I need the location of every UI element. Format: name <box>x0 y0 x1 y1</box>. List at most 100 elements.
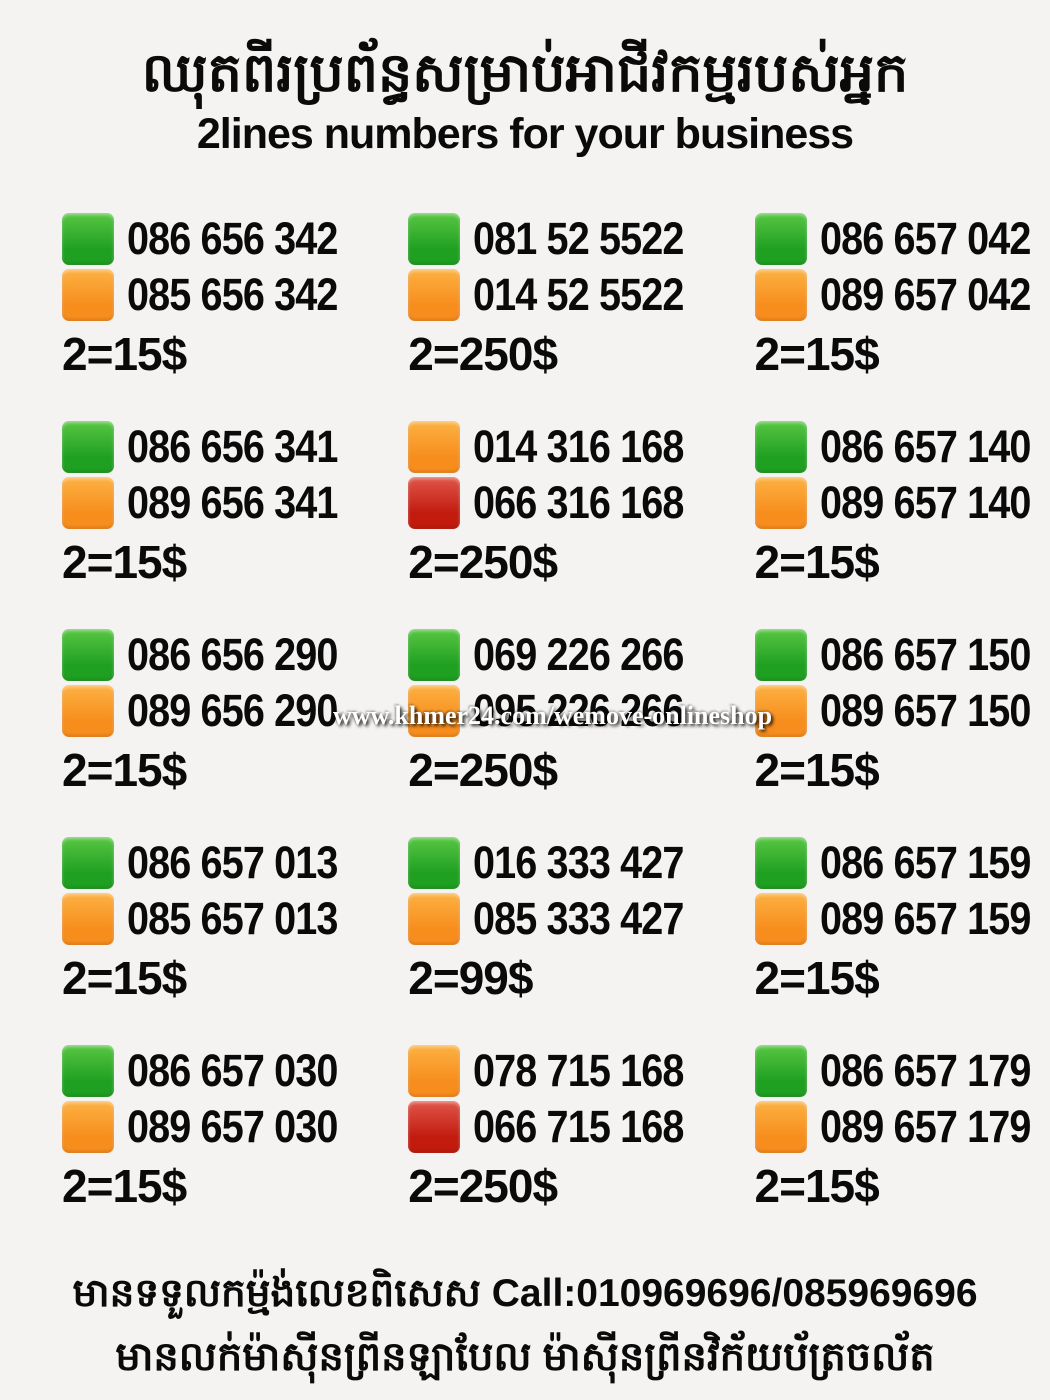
number-line: 089 657 140 <box>754 475 1050 531</box>
number-pair-card: 086 657 013 085 657 013 2=15$ <box>62 835 366 1007</box>
number-line: 014 316 168 <box>408 419 712 475</box>
phone-number: 086 657 030 <box>127 1044 338 1096</box>
price-label: 2=15$ <box>754 1159 880 1212</box>
number-line: 078 715 168 <box>408 1043 712 1099</box>
number-line: 086 657 030 <box>62 1043 366 1099</box>
green-color-swatch <box>62 212 114 265</box>
orange-color-swatch <box>754 684 807 737</box>
title-english: 2lines numbers for your business <box>196 109 854 158</box>
green-color-swatch <box>62 628 114 681</box>
green-color-swatch <box>408 628 461 681</box>
number-line: 086 657 150 <box>754 627 1050 683</box>
orange-color-swatch <box>408 420 461 473</box>
phone-number: 069 226 266 <box>473 628 684 680</box>
number-line: 086 657 140 <box>754 419 1050 475</box>
price-label: 2=250$ <box>408 1159 558 1212</box>
number-line: 066 715 168 <box>408 1099 712 1155</box>
footer-products-line: មានលក់ម៉ាស៊ីនព្រីនឡាបែល ម៉ាស៊ីនព្រីនវិក័… <box>115 1335 935 1380</box>
price-label: 2=15$ <box>754 743 880 796</box>
green-color-swatch <box>754 836 807 889</box>
green-color-swatch <box>754 628 807 681</box>
phone-number: 086 656 341 <box>127 420 338 472</box>
orange-color-swatch <box>408 268 461 321</box>
price-label: 2=15$ <box>754 535 880 588</box>
phone-number: 086 657 179 <box>819 1044 1031 1096</box>
phone-number: 066 715 168 <box>473 1100 684 1152</box>
green-color-swatch <box>62 836 114 889</box>
orange-color-swatch <box>754 892 807 945</box>
number-line: 066 316 168 <box>408 475 712 531</box>
orange-color-swatch <box>408 684 461 737</box>
number-pair-card: 086 656 290 089 656 290 2=15$ <box>62 627 366 799</box>
orange-color-swatch <box>62 892 114 945</box>
number-pair-card: 086 657 179 089 657 179 2=15$ <box>754 1043 1050 1215</box>
number-line: 086 656 341 <box>62 419 366 475</box>
phone-number: 014 316 168 <box>473 420 684 472</box>
number-line: 089 657 030 <box>62 1099 366 1155</box>
phone-number: 016 333 427 <box>473 836 684 888</box>
phone-number: 081 52 5522 <box>473 212 684 264</box>
number-pair-card: 086 657 150 089 657 150 2=15$ <box>754 627 1050 799</box>
number-pair-card: 086 657 042 089 657 042 2=15$ <box>754 211 1050 383</box>
price-label: 2=15$ <box>62 1159 187 1212</box>
number-line: 086 657 159 <box>754 835 1050 891</box>
phone-number: 086 656 342 <box>127 212 338 264</box>
number-pair-card: 086 656 342 085 656 342 2=15$ <box>62 211 366 383</box>
price-label: 2=15$ <box>62 743 187 796</box>
number-line: 086 657 013 <box>62 835 366 891</box>
green-color-swatch <box>62 1044 114 1097</box>
orange-color-swatch <box>62 476 114 529</box>
price-label: 2=15$ <box>62 535 187 588</box>
number-line: 085 657 013 <box>62 891 366 947</box>
phone-number: 089 656 290 <box>127 684 338 736</box>
number-line: 085 656 342 <box>62 267 366 323</box>
number-line: 081 52 5522 <box>408 211 712 267</box>
red-color-swatch <box>408 476 461 529</box>
footer-contact-line: មានទទួលកម្ម៉ង់លេខពិសេស Call:010969696/08… <box>72 1271 978 1315</box>
green-color-swatch <box>754 1044 807 1097</box>
phone-number: 086 656 290 <box>127 628 338 680</box>
number-pair-card: 086 657 140 089 657 140 2=15$ <box>754 419 1050 591</box>
number-line: 089 657 159 <box>754 891 1050 947</box>
phone-number: 086 657 150 <box>819 628 1031 680</box>
watermark-text: www.khmer24.com/wemove-onlineshop <box>333 701 773 730</box>
green-color-swatch <box>408 212 461 265</box>
phone-number: 089 656 341 <box>127 476 338 528</box>
phone-number: 089 657 042 <box>819 268 1031 320</box>
phone-number: 066 316 168 <box>473 476 684 528</box>
phone-number: 086 657 159 <box>819 836 1031 888</box>
price-label: 2=250$ <box>408 327 558 380</box>
phone-number: 089 657 150 <box>819 684 1031 736</box>
flyer-footer: មានទទួលកម្ម៉ង់លេខពិសេស Call:010969696/08… <box>0 1267 1050 1388</box>
phone-number: 085 656 342 <box>127 268 338 320</box>
price-label: 2=15$ <box>62 951 187 1004</box>
orange-color-swatch <box>62 1100 114 1153</box>
orange-color-swatch <box>754 476 807 529</box>
price-label: 2=99$ <box>408 951 533 1004</box>
number-line: 086 657 179 <box>754 1043 1050 1099</box>
phone-number: 078 715 168 <box>473 1044 684 1096</box>
orange-color-swatch <box>754 268 807 321</box>
phone-number: 089 657 140 <box>819 476 1031 528</box>
orange-color-swatch <box>754 1100 807 1153</box>
phone-number: 086 657 042 <box>819 212 1031 264</box>
price-label: 2=15$ <box>62 327 187 380</box>
number-pair-card: 016 333 427 085 333 427 2=99$ <box>408 835 712 1007</box>
phone-number: 095 226 266 <box>473 684 684 736</box>
green-color-swatch <box>408 836 461 889</box>
orange-color-swatch <box>408 892 461 945</box>
number-line: 085 333 427 <box>408 891 712 947</box>
title-khmer: ឈុតពីរប្រព័ន្ធសម្រាប់អាជីវកម្មរបស់អ្នក <box>141 43 909 103</box>
price-label: 2=15$ <box>754 327 880 380</box>
number-line: 086 657 042 <box>754 211 1050 267</box>
number-pair-card: 069 226 266 095 226 266 2=250$ <box>408 627 712 799</box>
number-pair-card: 086 657 030 089 657 030 2=15$ <box>62 1043 366 1215</box>
number-pair-card: 078 715 168 066 715 168 2=250$ <box>408 1043 712 1215</box>
number-line: 086 656 342 <box>62 211 366 267</box>
phone-number: 085 333 427 <box>473 892 684 944</box>
phone-number: 085 657 013 <box>127 892 338 944</box>
orange-color-swatch <box>62 268 114 321</box>
phone-number: 089 657 159 <box>819 892 1031 944</box>
phone-number: 086 657 013 <box>127 836 338 888</box>
green-color-swatch <box>754 420 807 473</box>
